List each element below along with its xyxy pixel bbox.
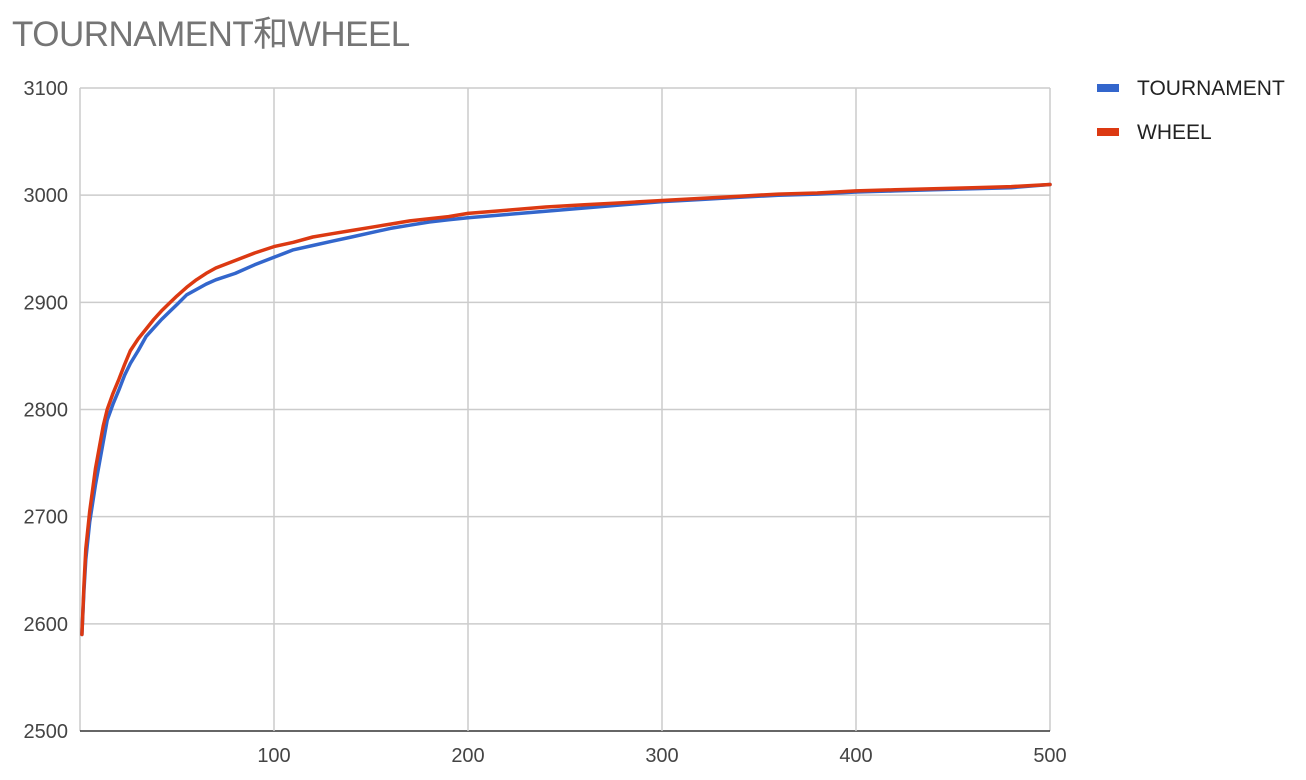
y-tick-label: 2800 (24, 400, 69, 422)
y-tick-label: 3100 (24, 78, 69, 100)
x-tick-label: 500 (1033, 745, 1066, 767)
y-axis-ticks: 2500 2600 2700 2800 2900 3000 3100 (24, 78, 69, 743)
y-tick-label: 2500 (24, 721, 69, 743)
y-tick-label: 3000 (24, 185, 69, 207)
legend-label: WHEEL (1137, 121, 1212, 144)
x-tick-label: 200 (451, 745, 484, 767)
legend-swatch (1097, 128, 1119, 136)
legend: TOURNAMENT WHEEL (1097, 77, 1285, 144)
y-tick-label: 2900 (24, 292, 69, 314)
series-lines (80, 182, 1052, 637)
x-tick-label: 100 (257, 745, 290, 767)
chart-title: TOURNAMENT和WHEEL (12, 15, 410, 54)
x-tick-label: 300 (645, 745, 678, 767)
legend-label: TOURNAMENT (1137, 77, 1285, 100)
legend-swatch (1097, 84, 1119, 92)
series-line-wheel (80, 182, 1052, 637)
grid-lines (79, 87, 1051, 732)
y-tick-label: 2600 (24, 614, 69, 636)
x-tick-label: 400 (839, 745, 872, 767)
y-tick-label: 2700 (24, 507, 69, 529)
x-axis-ticks: 100 200 300 400 500 (257, 745, 1066, 767)
